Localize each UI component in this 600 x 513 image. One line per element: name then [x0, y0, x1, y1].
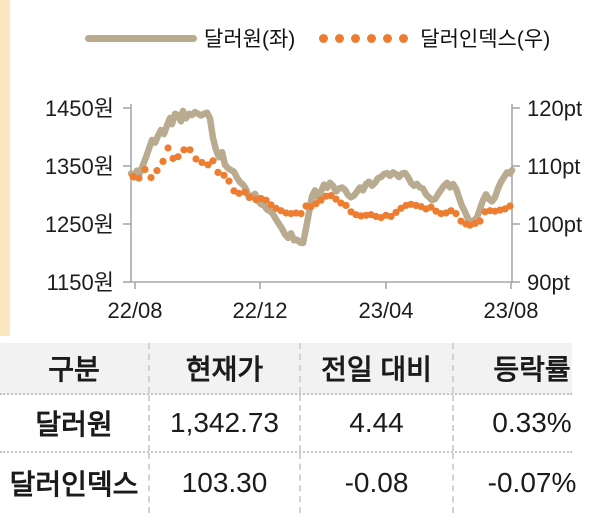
left-axis-tick-label: 1350원: [45, 154, 114, 179]
won-line-series: [127, 107, 516, 247]
index-dot-series-point: [235, 189, 243, 197]
table-header-change-rate: 등락률: [452, 343, 572, 393]
index-dot-series-point: [342, 201, 350, 209]
day-change-value: -0.08: [299, 453, 452, 513]
dot: [383, 33, 393, 43]
x-axis-tick-label: 22/08: [107, 298, 162, 323]
index-dot-series-point: [241, 188, 249, 196]
index-dot-series-point: [506, 202, 514, 210]
index-dot-series-point: [204, 161, 212, 169]
x-axis-tick-label: 23/04: [358, 298, 413, 323]
index-dot-series-point: [332, 195, 340, 203]
index-dot-series-point: [129, 172, 137, 180]
index-dot-series-point: [392, 208, 400, 216]
chart-legend: 달러원(좌) 달러인덱스(우): [85, 25, 550, 51]
current-price-value: 103.30: [148, 453, 299, 513]
x-axis-tick-label: 23/08: [483, 298, 538, 323]
fx-chart: 1450원 1350원 1250원 1150원 120pt 110pt 100pt 90pt 2…: [45, 96, 582, 323]
table-header-gubun: 구분: [48, 354, 100, 385]
index-dot-series-point: [246, 193, 254, 201]
left-axis-tick-label: 1150원: [46, 270, 114, 295]
right-axis-tick-label: 120pt: [527, 96, 582, 121]
index-dot-series-point: [297, 210, 305, 218]
table-header-row: 구분 현재가 전일 대비 등락률: [0, 343, 572, 395]
index-dot-series-point: [164, 144, 172, 152]
fx-chart-area: 1450원 1350원 1250원 1150원 120pt 110pt 100pt 90pt 2…: [45, 96, 582, 323]
index-dot-series-point: [180, 146, 188, 154]
current-price-value: 1,342.73: [148, 395, 299, 451]
row-label: 달러원: [35, 409, 113, 440]
table-row-dollar-won: 달러원 1,342.73 4.44 0.33%: [0, 395, 572, 453]
index-dot-series-point: [174, 153, 182, 161]
index-dot-series-point: [153, 167, 161, 175]
index-dot-series-point: [214, 168, 222, 176]
dot: [335, 33, 345, 43]
index-dot-series-point: [141, 165, 149, 174]
row-label: 달러인덱스: [9, 469, 139, 500]
dot: [351, 33, 361, 43]
index-dot-series-point: [317, 196, 325, 204]
index-dot-series-point: [387, 212, 395, 221]
right-axis-tick-label: 110pt: [527, 154, 580, 179]
x-axis-tick-label: 22/12: [232, 298, 287, 323]
dot: [399, 33, 409, 43]
right-axis-tick-label: 100pt: [527, 212, 582, 237]
change-rate-value: 0.33%: [452, 395, 572, 451]
fx-table: 구분 현재가 전일 대비 등락률 달러원 1,342.73 4.44 0.33%…: [0, 343, 576, 513]
dot: [319, 33, 329, 43]
legend-label-index: 달러인덱스(우): [420, 28, 551, 51]
index-dot-series-point: [186, 146, 194, 154]
index-dot-series-point: [135, 174, 143, 182]
index-dot-series-point: [327, 192, 335, 200]
index-dot-series-point: [159, 157, 167, 165]
index-dot-series-point: [427, 203, 435, 211]
dot: [367, 33, 377, 43]
legend-label-won: 달러원(좌): [204, 28, 296, 51]
right-axis-tick-label: 90pt: [527, 270, 570, 295]
left-axis-tick-label: 1250원: [45, 212, 114, 237]
index-dot-series-point: [192, 155, 200, 163]
index-dot-series-point: [147, 174, 155, 182]
won-line-swatch: [85, 34, 197, 42]
chart-axes: [130, 104, 513, 283]
change-rate-value: -0.07%: [452, 453, 576, 513]
table-header-current-price: 현재가: [148, 343, 299, 393]
index-dot-series-point: [198, 158, 206, 167]
left-accent-strip: [0, 0, 10, 336]
table-row-dollar-index: 달러인덱스 103.30 -0.08 -0.07%: [0, 453, 576, 513]
table-header-day-change: 전일 대비: [299, 343, 452, 393]
index-dot-series-point: [262, 196, 270, 204]
left-axis-tick-label: 1450원: [45, 96, 114, 121]
index-dot-series-point: [209, 157, 217, 165]
index-dot-series-point: [476, 217, 484, 225]
index-dot-series-point: [220, 171, 228, 179]
index-dot-series-point: [452, 210, 460, 218]
index-dot-series-point: [312, 200, 320, 208]
day-change-value: 4.44: [299, 395, 452, 451]
index-dot-series-point: [225, 177, 233, 185]
index-dots-swatch: [319, 33, 409, 43]
